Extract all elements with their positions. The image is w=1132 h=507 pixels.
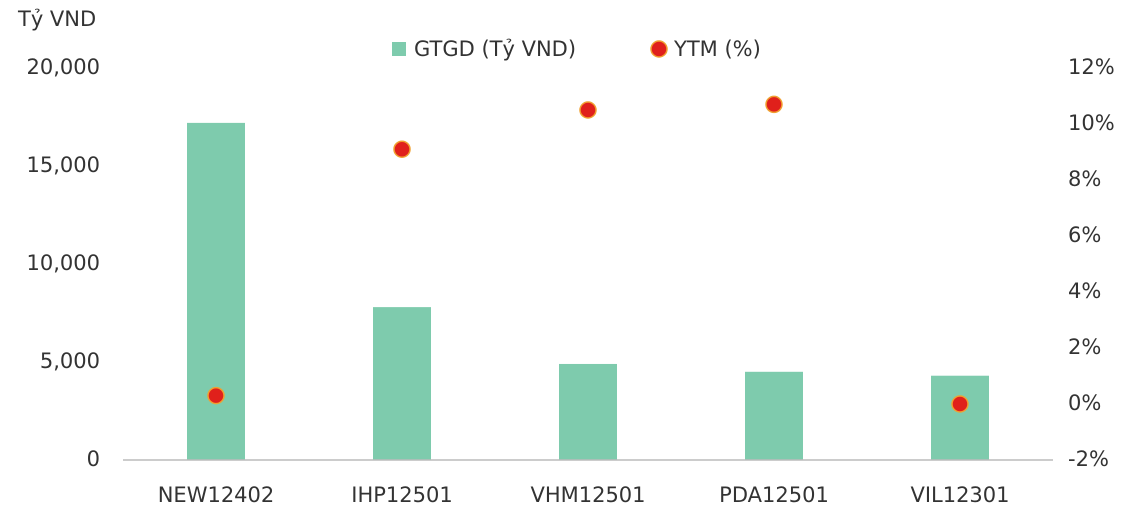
bar — [373, 307, 431, 460]
y-tick-label: 0 — [87, 447, 100, 471]
y2-tick-label: 6% — [1068, 223, 1101, 247]
y2-tick-label: 10% — [1068, 111, 1115, 135]
point — [207, 386, 225, 405]
y2-tick-label: -2% — [1068, 447, 1109, 471]
y-tick-label: 10,000 — [27, 251, 100, 275]
y-axis-label: Tỷ VND — [17, 7, 96, 31]
x-tick-label: NEW12402 — [158, 483, 275, 507]
bar — [745, 371, 803, 460]
legend-label: YTM (%) — [673, 37, 761, 61]
y2-tick-label: 12% — [1068, 55, 1115, 79]
point — [579, 101, 597, 119]
y2-tick-label: 2% — [1068, 335, 1101, 359]
legend-label: GTGD (Tỷ VND) — [414, 37, 576, 61]
x-tick-label: PDA12501 — [719, 483, 829, 507]
legend-swatch — [650, 40, 668, 58]
x-tick-label: VIL12301 — [910, 483, 1009, 507]
point — [393, 140, 411, 158]
point — [765, 95, 783, 114]
x-tick-label: VHM12501 — [530, 483, 645, 507]
y-tick-label: 15,000 — [27, 153, 100, 177]
x-tick-label: IHP12501 — [351, 483, 452, 507]
bar — [559, 363, 617, 460]
y2-tick-label: 4% — [1068, 279, 1101, 303]
y-tick-label: 5,000 — [40, 349, 100, 373]
point — [951, 395, 969, 413]
y-tick-label: 20,000 — [27, 55, 100, 79]
legend-swatch — [392, 42, 406, 56]
y2-tick-label: 0% — [1068, 391, 1101, 415]
y2-tick-label: 8% — [1068, 167, 1101, 191]
bar — [187, 122, 245, 460]
bar — [931, 375, 989, 460]
